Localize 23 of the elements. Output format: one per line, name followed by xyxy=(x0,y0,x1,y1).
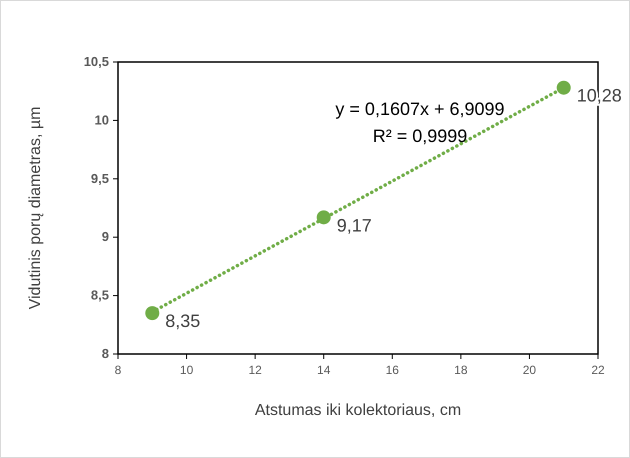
x-tick-label: 16 xyxy=(386,363,400,377)
point xyxy=(316,210,331,224)
x-tick-label: 14 xyxy=(317,363,331,377)
x-tick-label: 12 xyxy=(248,363,262,377)
y-tick-label: 8 xyxy=(102,346,109,361)
annotation: R² = 0,9999 xyxy=(372,126,468,146)
x-tick-label: 10 xyxy=(180,363,194,377)
x-tick-label: 22 xyxy=(591,363,605,377)
annotation: y = 0,1607x + 6,9099 xyxy=(335,99,505,119)
x-tick-label: 20 xyxy=(522,363,536,377)
y-tick-label: 8,5 xyxy=(90,288,109,303)
x-tick-label: 18 xyxy=(454,363,468,377)
x-tick-label: 8 xyxy=(114,363,122,377)
point xyxy=(556,80,571,95)
data-label: 8,35 xyxy=(165,311,200,332)
data-label: 9,17 xyxy=(336,215,372,236)
point xyxy=(145,306,160,320)
y-tick-label: 10,5 xyxy=(84,54,109,69)
y-tick-label: 10 xyxy=(94,112,109,128)
y-tick-label: 9,5 xyxy=(90,170,109,186)
y-axis-title: Vidutinis porų diametras, µm xyxy=(27,106,44,310)
x-axis-title: Atstumas iki kolektoriaus, cm xyxy=(254,402,462,419)
y-tick-label: 9 xyxy=(102,229,109,244)
